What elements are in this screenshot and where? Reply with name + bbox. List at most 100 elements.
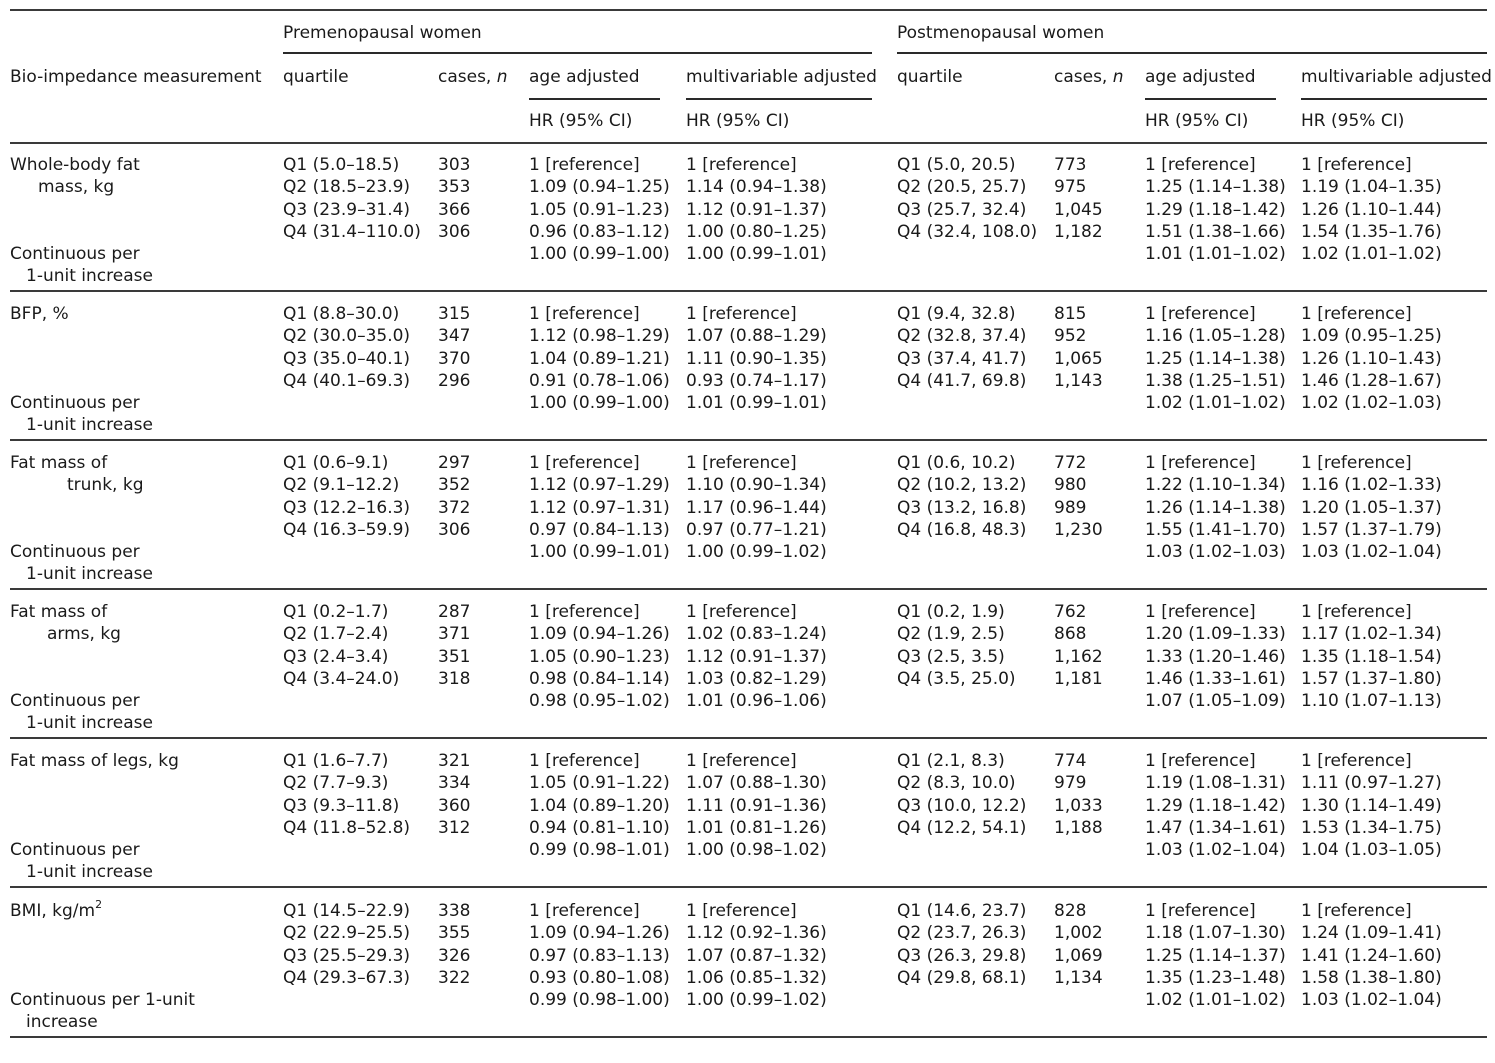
post-mv-hr-cell: 1.24 (1.09–1.41) xyxy=(1301,923,1442,944)
measurement-label: trunk, kg xyxy=(67,475,144,496)
pre-group-underline xyxy=(283,52,872,54)
pre-cases-cell: 366 xyxy=(438,199,471,220)
group-header-post: Postmenopausal women xyxy=(897,23,1105,43)
post-quartile-cell: Q2 (8.3, 10.0) xyxy=(897,773,1016,794)
post-mv-hr-cell: 1 [reference] xyxy=(1301,155,1412,175)
continuous-hr-cell: 1.04 (1.03–1.05) xyxy=(1301,840,1442,860)
pre-quartile-cell: Q4 (3.4–24.0) xyxy=(283,668,400,689)
post-age-hr-cell: 1.29 (1.18–1.42) xyxy=(1145,795,1286,816)
pre-cases-cell: 352 xyxy=(438,475,471,496)
pre-mv-hr-cell: 1 [reference] xyxy=(686,453,797,473)
post-mv-hr-cell: 1 [reference] xyxy=(1301,304,1412,324)
post-mv-hr-cell: 1.53 (1.34–1.75) xyxy=(1301,817,1442,838)
continuous-hr-cell: 1.02 (1.02–1.03) xyxy=(1301,393,1442,413)
pre-age-hr-cell: 1.12 (0.98–1.29) xyxy=(529,326,670,347)
post-mv-hr-cell: 1.11 (0.97–1.27) xyxy=(1301,773,1442,794)
continuous-label: 1-unit increase xyxy=(26,564,153,585)
pre-age-hr-cell: 1.09 (0.94–1.26) xyxy=(529,923,670,944)
continuous-label: Continuous per xyxy=(10,691,140,711)
post-age-hr-cell: 1.22 (1.10–1.34) xyxy=(1145,475,1286,496)
measurement-label: BFP, % xyxy=(10,304,69,324)
pre-cases-cell: 312 xyxy=(438,817,471,838)
post-cases-cell: 828 xyxy=(1054,901,1087,921)
pre-cases-cell: 306 xyxy=(438,221,471,242)
post-cases-cell: 1,188 xyxy=(1054,817,1103,838)
continuous-label: 1-unit increase xyxy=(26,862,153,883)
post-mv-hr-cell: 1 [reference] xyxy=(1301,751,1412,771)
post-age-hr-cell: 1.51 (1.38–1.66) xyxy=(1145,221,1286,242)
pre-age-hr-cell: 1 [reference] xyxy=(529,751,640,771)
pre-mv-hr-cell: 1.07 (0.88–1.29) xyxy=(686,326,827,347)
post-quartile-cell: Q2 (10.2, 13.2) xyxy=(897,475,1027,496)
col-header-post-cases: cases, n xyxy=(1054,66,1124,88)
measurement-label: Fat mass of xyxy=(10,602,108,622)
pre-mv-hr-cell: 1 [reference] xyxy=(686,901,797,921)
pre-age-hr-cell: 1.12 (0.97–1.29) xyxy=(529,475,670,496)
post-cases-cell: 1,230 xyxy=(1054,519,1103,540)
pre-cases-cell: 303 xyxy=(438,155,471,175)
pre-mv-hr-cell: 1.03 (0.82–1.29) xyxy=(686,668,827,689)
post-cases-cell: 989 xyxy=(1054,497,1087,518)
post-cases-cell: 1,065 xyxy=(1054,348,1103,369)
post-age-hr-cell: 1.46 (1.33–1.61) xyxy=(1145,668,1286,689)
post-quartile-cell: Q3 (10.0, 12.2) xyxy=(897,795,1027,816)
post-cases-cell: 1,182 xyxy=(1054,221,1103,242)
post-age-hr-cell: 1.20 (1.09–1.33) xyxy=(1145,624,1286,645)
group-header-pre: Premenopausal women xyxy=(283,23,482,43)
post-age-hr-cell: 1.18 (1.07–1.30) xyxy=(1145,923,1286,944)
post-mv-hr-cell: 1 [reference] xyxy=(1301,602,1412,622)
continuous-hr-cell: 1.00 (0.99–1.02) xyxy=(686,542,827,562)
post-age-hr-cell: 1.35 (1.23–1.48) xyxy=(1145,967,1286,988)
continuous-hr-cell: 0.99 (0.98–1.01) xyxy=(529,840,670,860)
pre-mv-hr-cell: 1.14 (0.94–1.38) xyxy=(686,177,827,198)
continuous-hr-cell: 1.07 (1.05–1.09) xyxy=(1145,691,1286,711)
pre-quartile-cell: Q4 (16.3–59.9) xyxy=(283,519,411,540)
pre-quartile-cell: Q1 (5.0–18.5) xyxy=(283,155,400,175)
section-divider xyxy=(10,290,1487,292)
post-mv-hr-cell: 1.17 (1.02–1.34) xyxy=(1301,624,1442,645)
continuous-hr-cell: 0.99 (0.98–1.00) xyxy=(529,990,670,1010)
section-divider xyxy=(10,439,1487,441)
cases-n: n xyxy=(1112,67,1124,87)
pre-age-hr-cell: 0.91 (0.78–1.06) xyxy=(529,370,670,391)
pre-mv-hr-cell: 1.11 (0.91–1.36) xyxy=(686,795,827,816)
pre-mv-hr-cell: 1 [reference] xyxy=(686,155,797,175)
pre-age-hr-cell: 0.93 (0.80–1.08) xyxy=(529,967,670,988)
continuous-hr-cell: 1.00 (0.98–1.02) xyxy=(686,840,827,860)
pre-quartile-cell: Q2 (9.1–12.2) xyxy=(283,475,400,496)
pre-quartile-cell: Q2 (7.7–9.3) xyxy=(283,773,389,794)
col-header-pre-age-hr: HR (95% CI) xyxy=(529,111,633,131)
post-quartile-cell: Q2 (1.9, 2.5) xyxy=(897,624,1005,645)
post-quartile-cell: Q2 (23.7, 26.3) xyxy=(897,923,1027,944)
post-age-hr-cell: 1.25 (1.14–1.38) xyxy=(1145,348,1286,369)
pre-quartile-cell: Q3 (9.3–11.8) xyxy=(283,795,400,816)
post-quartile-cell: Q3 (37.4, 41.7) xyxy=(897,348,1027,369)
pre-quartile-cell: Q1 (14.5–22.9) xyxy=(283,901,411,921)
col-header-post-age: age adjusted xyxy=(1145,67,1256,87)
post-cases-cell: 1,069 xyxy=(1054,945,1103,966)
measurement-label-text: BMI, kg/m xyxy=(10,901,96,921)
post-age-hr-cell: 1.29 (1.18–1.42) xyxy=(1145,199,1286,220)
col-header-pre-age: age adjusted xyxy=(529,67,640,87)
pre-quartile-cell: Q4 (29.3–67.3) xyxy=(283,967,411,988)
pre-mv-hr-cell: 1.11 (0.90–1.35) xyxy=(686,348,827,369)
post-quartile-cell: Q4 (41.7, 69.8) xyxy=(897,370,1027,391)
pre-cases-cell: 360 xyxy=(438,795,471,816)
post-quartile-cell: Q2 (32.8, 37.4) xyxy=(897,326,1027,347)
post-quartile-cell: Q1 (2.1, 8.3) xyxy=(897,751,1005,771)
post-quartile-cell: Q4 (12.2, 54.1) xyxy=(897,817,1027,838)
continuous-hr-cell: 1.00 (0.99–1.01) xyxy=(529,542,670,562)
pre-age-hr-cell: 1.04 (0.89–1.21) xyxy=(529,348,670,369)
continuous-label: Continuous per xyxy=(10,542,140,562)
pre-mv-hr-cell: 1.12 (0.91–1.37) xyxy=(686,199,827,220)
post-quartile-cell: Q4 (32.4, 108.0) xyxy=(897,221,1038,242)
post-quartile-cell: Q4 (16.8, 48.3) xyxy=(897,519,1027,540)
post-quartile-cell: Q1 (0.2, 1.9) xyxy=(897,602,1005,622)
col-header-post-mv: multivariable adjusted xyxy=(1301,67,1492,87)
post-cases-cell: 773 xyxy=(1054,155,1087,175)
post-quartile-cell: Q4 (29.8, 68.1) xyxy=(897,967,1027,988)
post-cases-cell: 980 xyxy=(1054,475,1087,496)
post-age-hr-cell: 1 [reference] xyxy=(1145,602,1256,622)
pre-age-hr-cell: 1.05 (0.91–1.22) xyxy=(529,773,670,794)
